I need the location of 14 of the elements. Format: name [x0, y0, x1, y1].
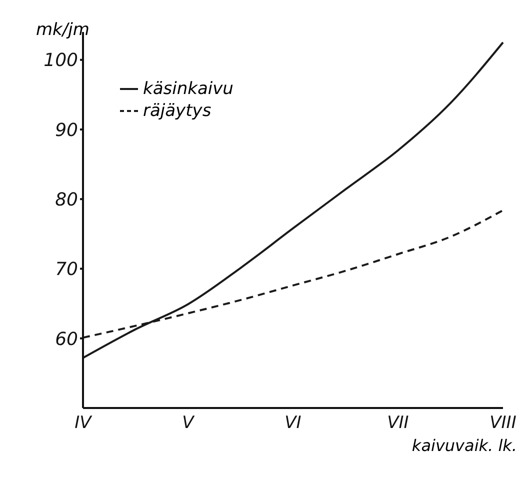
- y-tick-label: 70: [55, 259, 78, 280]
- y-tick-label: 100: [44, 50, 78, 72]
- x-tick-label: IV: [74, 413, 93, 434]
- legend-label: räjäytys: [143, 100, 212, 122]
- y-tick-label: 80: [55, 190, 78, 210]
- x-tick-label: VI: [284, 413, 302, 434]
- x-tick-label: VII: [387, 413, 409, 434]
- y-axis-title: mk/jm: [36, 20, 90, 40]
- legend-label: käsinkaivu: [143, 78, 234, 100]
- x-tick-label: V: [182, 413, 196, 434]
- x-tick-label: VIII: [490, 413, 516, 434]
- y-tick-label: 60: [55, 328, 78, 350]
- x-axis-title: kaivuvaik. lk.: [412, 436, 517, 455]
- y-tick-label: 90: [55, 120, 78, 141]
